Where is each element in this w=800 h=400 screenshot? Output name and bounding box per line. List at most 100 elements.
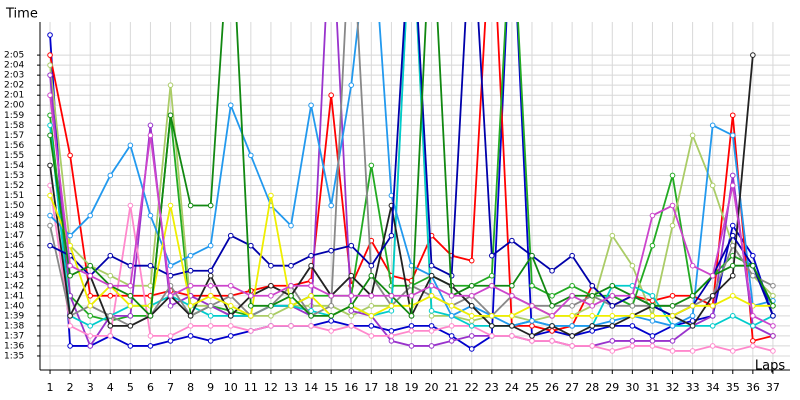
point [709,122,716,129]
point [348,292,355,299]
y-tick-label: 1:48 [4,221,24,231]
point [227,333,234,339]
point [308,292,314,299]
point [268,313,274,319]
point [388,328,395,334]
point [609,282,616,289]
y-tick-label: 1:41 [4,291,24,301]
point [67,313,73,319]
point [750,272,756,279]
point [629,338,636,344]
point [609,318,616,324]
point [509,292,515,299]
point [328,313,334,319]
y-tick-label: 1:52 [4,181,24,191]
point [127,313,134,319]
point [549,303,555,309]
point [268,192,274,199]
point [729,242,736,249]
point [87,272,94,279]
point [750,323,756,329]
point [167,303,174,309]
point [368,313,375,319]
point [468,292,475,299]
point [147,262,154,269]
point [288,303,294,309]
x-tick-label: 20 [425,381,439,394]
point [187,267,194,274]
point [689,132,696,139]
point [729,348,736,354]
point [207,267,214,274]
x-tick-label: 16 [344,381,358,394]
y-tick-label: 1:58 [4,121,24,131]
point [709,343,716,349]
point [589,303,596,309]
point [629,292,636,299]
point [187,333,194,339]
point [669,348,676,354]
y-tick-label: 1:43 [4,271,24,281]
x-tick-label: 2 [67,381,74,394]
point [729,262,736,269]
x-tick-label: 31 [645,381,659,394]
point [729,172,736,179]
point [569,343,575,349]
y-tick-label: 2:00 [4,101,24,111]
point [107,282,114,289]
point [207,323,214,329]
x-tick-label: 15 [324,381,338,394]
point [709,323,716,329]
x-tick-label: 23 [485,381,499,394]
point [368,162,375,169]
point [268,282,274,289]
point [87,303,94,309]
point [348,313,355,319]
x-tick-label: 30 [625,381,639,394]
point [248,152,254,159]
point [669,303,676,309]
point [428,313,435,319]
point [288,262,294,269]
point [288,323,294,329]
point [468,318,475,324]
point [207,313,214,319]
point [649,338,656,344]
point [207,242,214,249]
point [729,292,736,299]
x-tick-label: 1 [47,381,54,394]
point [107,272,114,279]
point [549,313,555,319]
point [47,32,53,38]
x-tick-label: 32 [666,381,680,394]
point [589,328,596,334]
point [227,292,234,299]
point [729,313,736,319]
point [468,303,475,309]
point [248,328,254,334]
point [167,262,174,269]
point [549,323,555,329]
point [569,333,575,339]
y-tick-label: 1:56 [4,141,24,151]
point [689,292,696,299]
point [489,333,495,339]
point [549,328,555,334]
point [87,212,94,219]
point [750,313,756,319]
x-tick-label: 13 [284,381,298,394]
point [67,152,73,159]
point [127,292,134,299]
point [87,323,94,329]
point [770,348,776,354]
x-tick-label: 4 [107,381,114,394]
point [388,292,395,299]
point [549,267,555,274]
x-tick-label: 27 [565,381,579,394]
point [368,303,375,309]
x-tick-label: 37 [766,381,780,394]
x-tick-label: 3 [87,381,94,394]
point [529,303,535,309]
point [468,257,475,264]
x-tick-label: 9 [207,381,214,394]
